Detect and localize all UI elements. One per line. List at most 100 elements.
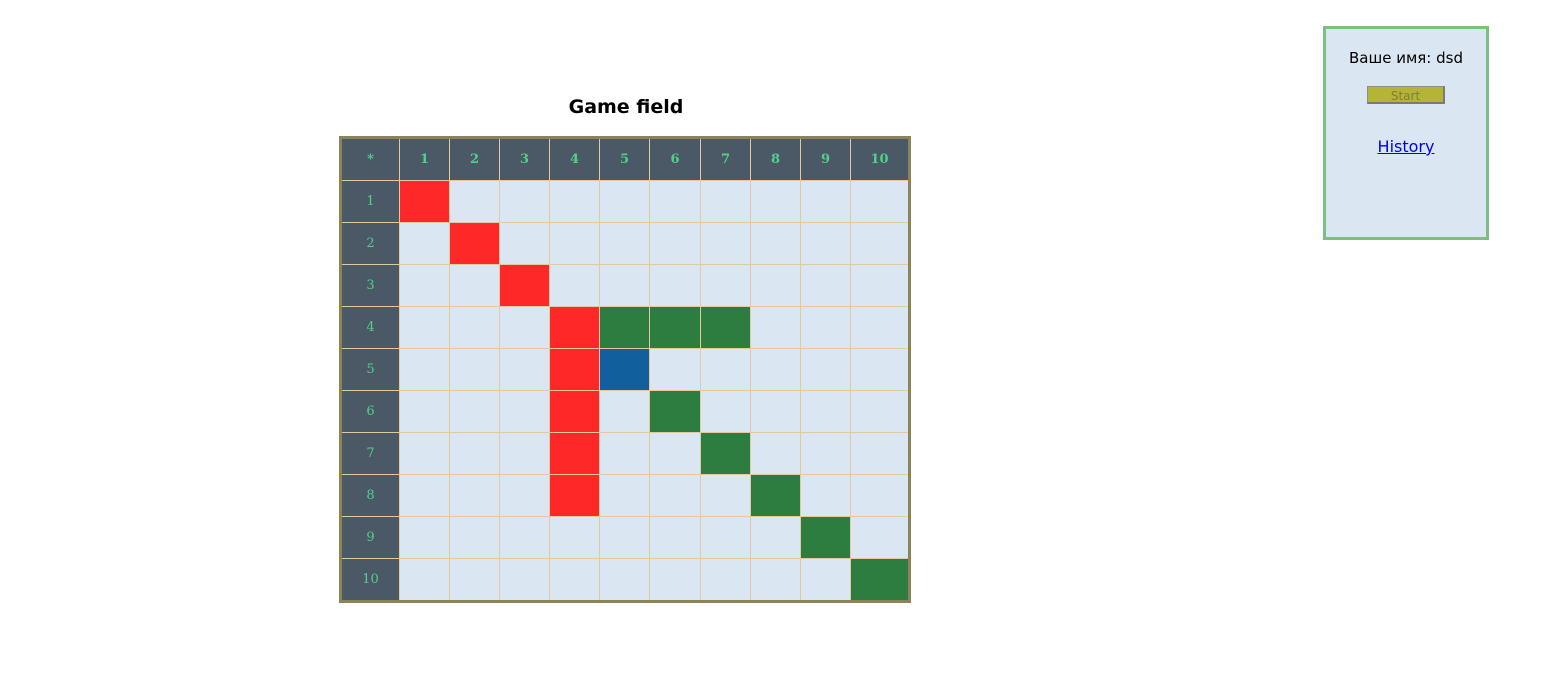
start-button[interactable]: Start (1367, 86, 1445, 104)
board-cell-green[interactable] (800, 516, 851, 559)
board-cell[interactable] (750, 390, 801, 433)
board-cell[interactable] (649, 348, 701, 391)
board-cell[interactable] (800, 306, 851, 349)
board-cell[interactable] (599, 558, 650, 602)
board-cell[interactable] (449, 390, 500, 433)
board-cell[interactable] (750, 180, 801, 223)
board-cell[interactable] (850, 348, 910, 391)
board-cell[interactable] (700, 180, 751, 223)
board-cell[interactable] (750, 348, 801, 391)
board-cell[interactable] (449, 516, 500, 559)
board-cell[interactable] (800, 432, 851, 475)
board-cell[interactable] (599, 222, 650, 265)
board-cell[interactable] (499, 474, 550, 517)
board-cell[interactable] (800, 222, 851, 265)
board-cell[interactable] (549, 264, 600, 307)
board-cell[interactable] (700, 558, 751, 602)
board-cell[interactable] (700, 348, 751, 391)
board-cell[interactable] (649, 264, 701, 307)
board-cell[interactable] (499, 222, 550, 265)
board-cell[interactable] (750, 516, 801, 559)
board-cell[interactable] (399, 348, 450, 391)
board-cell-green[interactable] (700, 432, 751, 475)
board-cell[interactable] (800, 180, 851, 223)
board-cell[interactable] (649, 222, 701, 265)
board-cell[interactable] (850, 222, 910, 265)
board-cell[interactable] (649, 432, 701, 475)
board-cell[interactable] (449, 306, 500, 349)
board-cell[interactable] (700, 474, 751, 517)
board-cell[interactable] (700, 390, 751, 433)
board-cell[interactable] (499, 306, 550, 349)
board-cell[interactable] (599, 474, 650, 517)
board-cell-red[interactable] (549, 348, 600, 391)
board-cell[interactable] (449, 348, 500, 391)
board-cell[interactable] (499, 180, 550, 223)
board-cell[interactable] (549, 180, 600, 223)
board-cell[interactable] (850, 390, 910, 433)
board-cell[interactable] (700, 516, 751, 559)
board-cell-red[interactable] (549, 306, 600, 349)
board-cell[interactable] (599, 180, 650, 223)
board-cell-green[interactable] (649, 306, 701, 349)
board-cell[interactable] (549, 222, 600, 265)
board-cell[interactable] (449, 264, 500, 307)
board-cell-blue[interactable] (599, 348, 650, 391)
board-cell-green[interactable] (850, 558, 910, 602)
board-cell[interactable] (599, 432, 650, 475)
board-cell-green[interactable] (700, 306, 751, 349)
board-cell[interactable] (599, 264, 650, 307)
board-cell[interactable] (399, 222, 450, 265)
board-cell-red[interactable] (549, 432, 600, 475)
board-cell[interactable] (449, 180, 500, 223)
board-cell[interactable] (850, 264, 910, 307)
board-cell[interactable] (750, 432, 801, 475)
board-cell[interactable] (700, 222, 751, 265)
board-cell-green[interactable] (599, 306, 650, 349)
board-cell[interactable] (800, 558, 851, 602)
board-cell[interactable] (399, 390, 450, 433)
board-cell[interactable] (800, 474, 851, 517)
board-cell-red[interactable] (549, 474, 600, 517)
board-cell[interactable] (800, 264, 851, 307)
board-cell[interactable] (649, 180, 701, 223)
board-cell[interactable] (750, 222, 801, 265)
board-cell[interactable] (800, 390, 851, 433)
board-cell[interactable] (499, 348, 550, 391)
board-cell-red[interactable] (499, 264, 550, 307)
board-cell[interactable] (750, 306, 801, 349)
board-cell[interactable] (850, 180, 910, 223)
board-cell[interactable] (850, 432, 910, 475)
board-cell[interactable] (649, 558, 701, 602)
board-cell[interactable] (449, 474, 500, 517)
board-cell-green[interactable] (750, 474, 801, 517)
board-cell[interactable] (549, 516, 600, 559)
board-cell[interactable] (499, 390, 550, 433)
board-cell[interactable] (750, 558, 801, 602)
board-cell-red[interactable] (549, 390, 600, 433)
board-cell[interactable] (599, 516, 650, 559)
board-cell[interactable] (850, 474, 910, 517)
board-cell[interactable] (399, 516, 450, 559)
board-cell[interactable] (499, 432, 550, 475)
board-cell[interactable] (499, 558, 550, 602)
board-cell[interactable] (499, 516, 550, 559)
board-cell[interactable] (599, 390, 650, 433)
board-cell-green[interactable] (649, 390, 701, 433)
board-cell[interactable] (850, 516, 910, 559)
board-cell[interactable] (449, 432, 500, 475)
board-cell[interactable] (850, 306, 910, 349)
board-cell[interactable] (399, 432, 450, 475)
board-cell[interactable] (649, 516, 701, 559)
board-cell[interactable] (449, 558, 500, 602)
board-cell[interactable] (750, 264, 801, 307)
board-cell-red[interactable] (449, 222, 500, 265)
board-cell[interactable] (649, 474, 701, 517)
board-cell[interactable] (800, 348, 851, 391)
board-cell[interactable] (700, 264, 751, 307)
board-cell[interactable] (399, 558, 450, 602)
board-cell[interactable] (549, 558, 600, 602)
board-cell-red[interactable] (399, 180, 450, 223)
history-link[interactable]: History (1377, 137, 1435, 156)
board-cell[interactable] (399, 306, 450, 349)
